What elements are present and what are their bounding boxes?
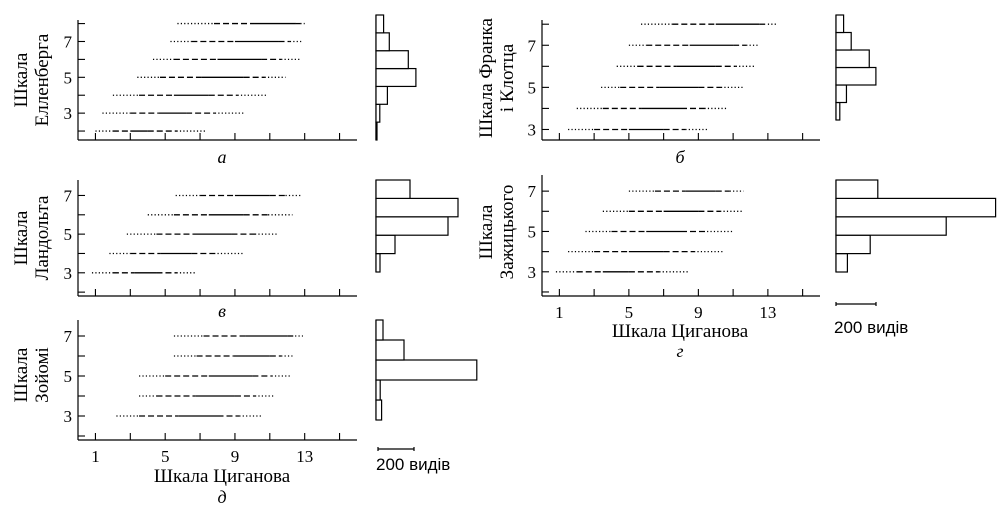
panel-e-y-tick-label: 3 (64, 407, 73, 426)
panel-b-label: б (675, 147, 685, 167)
panel-d-y-tick-label: 7 (528, 182, 537, 201)
panel-c-label: в (218, 301, 226, 321)
panel-a: Шкала Елленберга а 3 5 7 (11, 14, 417, 167)
panel-d-x-tick-label: 1 (555, 303, 564, 322)
panel-e-hist-bar (375, 379, 381, 401)
panel-b-hist-bar (835, 84, 848, 104)
panel-c-hist-bar (375, 179, 411, 199)
panel-e: Шкала Зойомі Шкала Циганова д 200 видів … (11, 319, 478, 507)
panel-a-hist-bar (375, 32, 390, 52)
panel-d-y-tick-label: 5 (528, 222, 537, 241)
panel-a-hist-bar (375, 67, 417, 88)
panel-c-hist-bar (375, 197, 459, 218)
panel-e-label: д (217, 487, 226, 507)
panel-e-ylabel-line1: Шкала (11, 347, 32, 402)
panel-b-y-tick-label: 3 (528, 120, 537, 139)
panel-a-hist-bar (375, 14, 385, 34)
panel-e-x-tick-label: 1 (91, 447, 100, 466)
panel-d-scalebar (835, 302, 877, 306)
panel-d-xlabel: Шкала Циганова (612, 321, 749, 342)
panel-b-ylabel-line2: і Клотца (497, 43, 518, 112)
panel-b-hist-bar (835, 49, 870, 69)
panel-b-hist-bar (835, 14, 845, 34)
panel-c-ylabel-line1: Шкала (11, 210, 32, 265)
panel-d-ylabel-line2: Зажицького (497, 185, 518, 280)
panel-e-hist-bar (375, 339, 405, 361)
panel-e-ylabel-line2: Зойомі (32, 347, 53, 403)
panel-b-hist-bar (835, 66, 877, 86)
panel-a-y-tick-label: 7 (64, 32, 73, 51)
panel-a-ylabel-line2: Елленберга (32, 33, 53, 126)
panel-d-y-tick-label: 3 (528, 263, 537, 282)
panel-c-y-tick-label: 3 (64, 264, 73, 283)
panel-e-scalebar (377, 447, 415, 451)
panel-a-hist-bar (375, 103, 381, 123)
panel-a-label: а (218, 147, 227, 167)
panel-c-y-tick-label: 7 (64, 186, 73, 205)
panel-a-hist-bar (375, 121, 378, 141)
panel-e-xlabel: Шкала Циганова (154, 466, 291, 487)
panel-d-x-tick-label: 5 (625, 303, 634, 322)
panel-e-x-tick-label: 13 (296, 447, 313, 466)
panel-e-y-tick-label: 5 (64, 367, 73, 386)
panel-d: Шкала Зажицького Шкала Циганова г 200 ви… (476, 175, 997, 361)
panel-b-hist-bar (835, 101, 841, 121)
panel-c-ylabel-line2: Ландольта (32, 195, 53, 280)
panel-d-hist-bar (835, 253, 848, 273)
panel-e-y-tick-label: 7 (64, 327, 73, 346)
panel-e-scalebar-label: 200 видів (376, 455, 450, 474)
panel-b-y-tick-label: 5 (528, 78, 537, 97)
panel-e-x-tick-label: 5 (161, 447, 170, 466)
panel-d-hist-bar (835, 216, 947, 236)
panel-e-x-tick-label: 9 (231, 447, 240, 466)
panel-e-hist-bar (375, 319, 384, 341)
panel-d-x-tick-label: 13 (759, 303, 776, 322)
panel-a-hist-bar (375, 85, 388, 105)
panel-b-y-tick-label: 7 (528, 36, 537, 55)
panel-c-hist-bar (375, 216, 449, 236)
panel-e-hist-bar (375, 399, 383, 421)
panel-c: Шкала Ландольта в 3 5 7 (11, 179, 459, 321)
panel-a-y-tick-label: 3 (64, 104, 73, 123)
panel-e-hist-bar (375, 359, 478, 381)
panel-a-hist-bar (375, 50, 409, 70)
panel-c-hist-bar (375, 253, 381, 273)
panel-d-ylabel-line1: Шкала (476, 204, 497, 259)
panel-d-label: г (676, 341, 683, 361)
panel-b-hist-bar (835, 31, 852, 51)
panel-b-ylabel-line1: Шкала Франка (476, 18, 497, 138)
panel-b: Шкала Франка і Клотца б 3 5 7 (476, 14, 877, 167)
panel-a-ylabel-line1: Шкала (11, 52, 32, 107)
panel-d-scalebar-label: 200 видів (834, 318, 908, 337)
panel-a-y-tick-label: 5 (64, 68, 73, 87)
panel-c-y-tick-label: 5 (64, 225, 73, 244)
panel-d-x-tick-label: 9 (694, 303, 703, 322)
panel-d-hist-bar (835, 179, 879, 199)
panel-d-hist-bar (835, 234, 871, 255)
panel-c-hist-bar (375, 234, 396, 255)
panel-d-hist-bar (835, 197, 997, 218)
